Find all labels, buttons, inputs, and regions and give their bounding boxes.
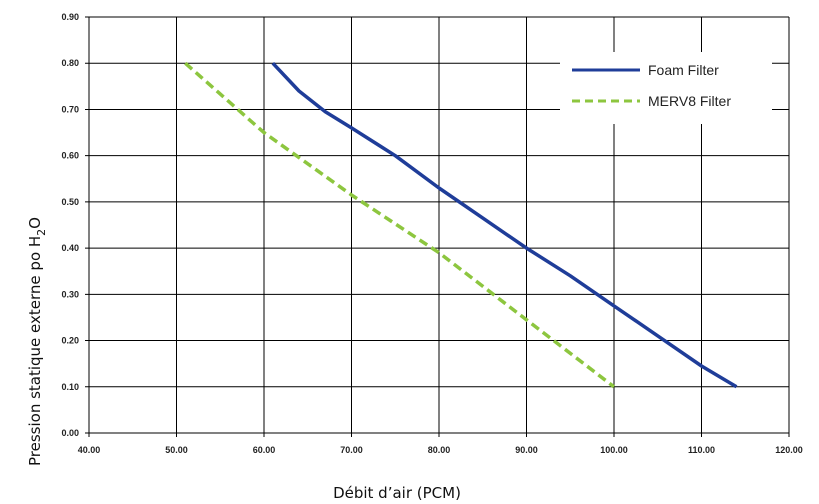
legend: Foam Filter MERV8 Filter — [560, 52, 772, 124]
x-tick-label: 90.00 — [515, 445, 538, 455]
y-axis-title: Pression statique externe po H2O — [26, 217, 48, 466]
series-lines — [184, 61, 738, 389]
legend-label-foam: Foam Filter — [648, 62, 719, 78]
x-tick-label: 110.00 — [688, 445, 715, 455]
y-axis-title-o: O — [26, 217, 44, 229]
legend-background — [560, 52, 772, 124]
y-axis-title-subscript: 2 — [35, 229, 48, 236]
y-tick-label: 0.50 — [61, 197, 79, 207]
x-axis-title: Débit d’air (PCM) — [333, 484, 461, 502]
y-tick-label: 0.30 — [61, 289, 79, 299]
y-axis-title-main: Pression statique externe po H — [26, 236, 44, 466]
legend-label-merv8: MERV8 Filter — [648, 93, 731, 109]
tick-labels: 40.00 50.00 60.00 70.00 80.00 90.00 100.00 110.… — [61, 12, 802, 455]
y-tick-label: 0.90 — [61, 12, 79, 22]
x-tick-label: 100.00 — [600, 445, 628, 455]
y-tick-label: 0.70 — [61, 104, 79, 114]
y-tick-label: 0.20 — [61, 336, 79, 346]
series-line-foam-filter — [271, 61, 738, 389]
y-tick-label: 0.80 — [61, 58, 79, 68]
x-tick-label: 60.00 — [253, 445, 276, 455]
y-tick-label: 0.00 — [61, 428, 79, 438]
y-tick-label: 0.40 — [61, 243, 79, 253]
series-line-merv8-filter — [184, 61, 616, 389]
x-tick-label: 70.00 — [340, 445, 363, 455]
y-tick-label: 0.60 — [61, 151, 79, 161]
grid-lines — [85, 16, 790, 437]
x-tick-label: 40.00 — [78, 445, 101, 455]
x-tick-label: 50.00 — [165, 445, 188, 455]
x-tick-label: 80.00 — [428, 445, 451, 455]
y-tick-label: 0.10 — [61, 382, 79, 392]
x-tick-label: 120.00 — [775, 445, 803, 455]
